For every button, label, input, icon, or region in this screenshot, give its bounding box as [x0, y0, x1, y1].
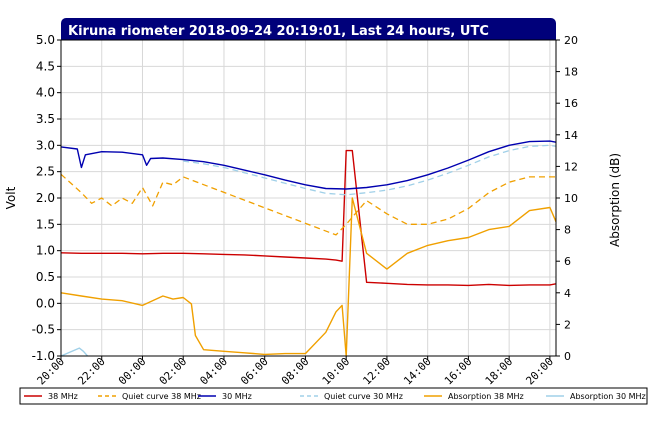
series-line-2	[61, 140, 556, 190]
y-left-tick-label: 4.0	[36, 86, 55, 100]
y-left-tick-label: -1.0	[32, 349, 55, 363]
y-left-tick-label: 0.5	[36, 270, 55, 284]
x-tick-label: 04:00	[197, 355, 230, 388]
y-left-tick-label: 1.0	[36, 244, 55, 258]
x-tick-label: 06:00	[238, 355, 271, 388]
y-right-tick-label: 12	[564, 160, 578, 173]
y-right-tick-label: 6	[564, 255, 571, 268]
x-tick-label: 10:00	[320, 355, 353, 388]
y-left-tick-label: 5.0	[36, 33, 55, 47]
y-right-tick-label: 10	[564, 192, 578, 205]
x-tick-label: 22:00	[75, 355, 108, 388]
x-tick-label: 00:00	[116, 355, 149, 388]
series-line-5	[61, 347, 89, 356]
series-line-1	[61, 173, 556, 236]
y-axis-right-title: Absorption (dB)	[608, 153, 622, 247]
y-right-tick-label: 14	[564, 129, 578, 142]
x-tick-label: 08:00	[279, 355, 312, 388]
legend-frame	[19, 387, 648, 405]
legend-label: Quiet curve 30 MHz	[324, 392, 403, 401]
y-right-tick-label: 4	[564, 287, 571, 300]
x-tick-label: 16:00	[442, 355, 475, 388]
y-right-tick-label: 18	[564, 66, 578, 79]
x-tick-label: 18:00	[483, 355, 516, 388]
series-layer	[61, 140, 556, 356]
x-tick-label: 14:00	[401, 355, 434, 388]
y-right-tick-label: 0	[564, 350, 571, 363]
y-right-tick-label: 8	[564, 224, 571, 237]
x-axis: 20:00 22:00 00:00 02:00 04:00 06:00 08:00 10:00…	[35, 355, 557, 388]
chart-title: Kiruna riometer 2018-09-24 20:19:01, Las…	[68, 24, 489, 39]
y-left-tick-label: -0.5	[32, 323, 55, 337]
x-tick-label: 02:00	[157, 355, 190, 388]
y-right-tick-label: 2	[564, 318, 571, 331]
y-left-tick-label: 4.5	[36, 59, 55, 73]
y-left-tick-label: 2.5	[36, 165, 55, 179]
legend: 38 MHz Quiet curve 38 MHz 30 MHz Quiet curv…	[19, 387, 648, 405]
x-tick-label: 20:00	[523, 355, 556, 388]
legend-label: 30 MHz	[222, 392, 252, 401]
legend-label: Absorption 30 MHz	[570, 392, 646, 401]
title-bar: Kiruna riometer 2018-09-24 20:19:01, Las…	[61, 18, 556, 42]
y-left-tick-label: 0.0	[36, 296, 55, 310]
y-right-tick-label: 16	[564, 97, 578, 110]
y-right-tick-label: 20	[564, 34, 578, 47]
legend-label: 38 MHz	[48, 392, 78, 401]
series-line-0	[61, 149, 556, 287]
y-left-tick-label: 3.5	[36, 112, 55, 126]
y-left-tick-label: 1.5	[36, 217, 55, 231]
series-line-4	[61, 197, 556, 356]
y-left-tick-label: 3.0	[36, 138, 55, 152]
series-line-3	[183, 144, 556, 196]
y-axis-left-title: Volt	[4, 186, 18, 209]
legend-label: Absorption 38 MHz	[448, 392, 524, 401]
x-tick-label: 12:00	[360, 355, 393, 388]
y-axis-left: 5.0 4.5 4.0 3.5 3.0 2.5 2.0 1.5 1.0 0.5 0.0 -0.5 -1.…	[32, 33, 61, 363]
y-left-tick-label: 2.0	[36, 191, 55, 205]
legend-label: Quiet curve 38 MHz	[122, 392, 201, 401]
